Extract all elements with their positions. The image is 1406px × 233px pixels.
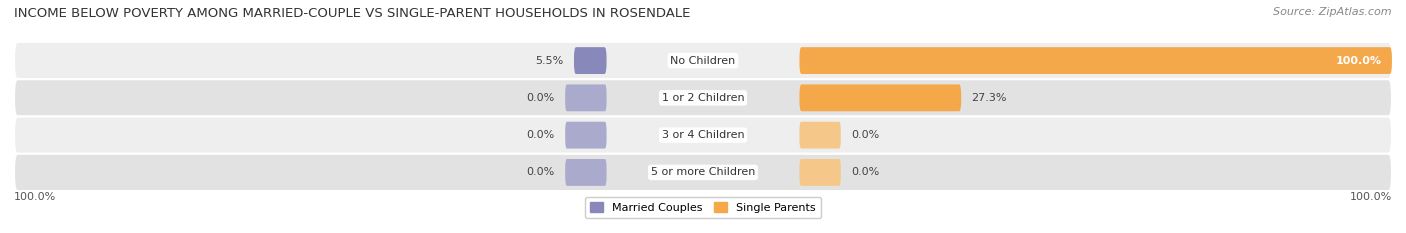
Text: 0.0%: 0.0% bbox=[527, 168, 555, 177]
Text: 0.0%: 0.0% bbox=[527, 130, 555, 140]
Text: 3 or 4 Children: 3 or 4 Children bbox=[662, 130, 744, 140]
Text: 5 or more Children: 5 or more Children bbox=[651, 168, 755, 177]
FancyBboxPatch shape bbox=[800, 47, 1392, 74]
FancyBboxPatch shape bbox=[800, 159, 841, 186]
Text: 0.0%: 0.0% bbox=[851, 130, 879, 140]
Text: 0.0%: 0.0% bbox=[851, 168, 879, 177]
Text: 100.0%: 100.0% bbox=[1350, 192, 1392, 202]
Text: 27.3%: 27.3% bbox=[972, 93, 1007, 103]
Legend: Married Couples, Single Parents: Married Couples, Single Parents bbox=[585, 197, 821, 218]
FancyBboxPatch shape bbox=[800, 84, 962, 111]
Text: 100.0%: 100.0% bbox=[14, 192, 56, 202]
FancyBboxPatch shape bbox=[14, 116, 1392, 154]
FancyBboxPatch shape bbox=[800, 122, 841, 149]
Text: 0.0%: 0.0% bbox=[527, 93, 555, 103]
FancyBboxPatch shape bbox=[14, 79, 1392, 116]
FancyBboxPatch shape bbox=[565, 84, 606, 111]
FancyBboxPatch shape bbox=[565, 159, 606, 186]
Text: No Children: No Children bbox=[671, 56, 735, 65]
FancyBboxPatch shape bbox=[14, 154, 1392, 191]
FancyBboxPatch shape bbox=[14, 42, 1392, 79]
Text: INCOME BELOW POVERTY AMONG MARRIED-COUPLE VS SINGLE-PARENT HOUSEHOLDS IN ROSENDA: INCOME BELOW POVERTY AMONG MARRIED-COUPL… bbox=[14, 7, 690, 20]
Text: 1 or 2 Children: 1 or 2 Children bbox=[662, 93, 744, 103]
Text: Source: ZipAtlas.com: Source: ZipAtlas.com bbox=[1274, 7, 1392, 17]
Text: 100.0%: 100.0% bbox=[1336, 56, 1382, 65]
FancyBboxPatch shape bbox=[565, 122, 606, 149]
FancyBboxPatch shape bbox=[574, 47, 606, 74]
Text: 5.5%: 5.5% bbox=[536, 56, 564, 65]
